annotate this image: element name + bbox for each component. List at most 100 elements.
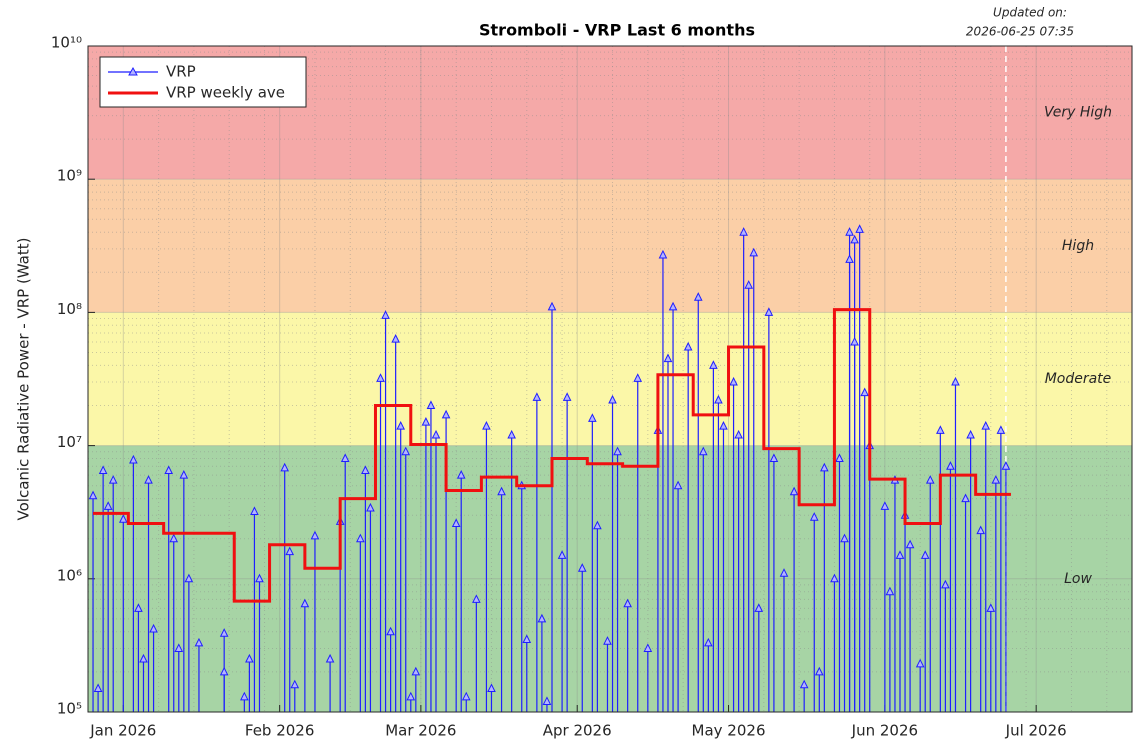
y-tick-label: 10⁵ [57, 700, 82, 718]
updated-time: 2026-06-25 07:35 [966, 25, 1074, 39]
vrp-marker [184, 573, 194, 583]
vrp-marker [895, 550, 905, 559]
vrp-marker [719, 421, 728, 430]
vrp-marker [961, 493, 970, 503]
vrp-marker [169, 533, 179, 543]
y-tick-label: 10⁸ [57, 300, 82, 318]
vrp-marker [557, 550, 567, 559]
vrp-marker [255, 573, 264, 583]
vrp-marker [366, 502, 375, 512]
vrp-marker [633, 373, 643, 382]
vrp-marker [280, 462, 290, 472]
vrp-marker [194, 637, 204, 647]
vrp-marker [789, 486, 799, 496]
y-tick-label: 10¹⁰ [51, 34, 82, 52]
legend: VRP VRP weekly ave [99, 56, 307, 108]
vrp-marker [673, 480, 683, 490]
vrp-marker [285, 546, 295, 556]
vrp-marker [118, 514, 128, 523]
vrp-marker [915, 658, 925, 668]
vrp-marker [396, 421, 406, 430]
vrp-marker [164, 465, 174, 475]
vrp-marker [966, 429, 975, 439]
band-label: Low [1064, 571, 1092, 587]
vrp-marker [250, 506, 259, 516]
x-tick-label: Jun 2026 [851, 722, 918, 740]
vrp-marker [698, 446, 708, 456]
vrp-marker [845, 227, 854, 236]
vrp-marker [381, 310, 390, 319]
vrp-marker [779, 568, 789, 577]
vrp-marker [391, 334, 400, 343]
vrp-marker [749, 247, 759, 257]
x-tick-label: Jul 2026 [1005, 722, 1067, 740]
risk-band [88, 312, 1132, 446]
vrp-marker [134, 603, 143, 612]
vrp-marker [300, 598, 310, 608]
updated-label: Updated on: [993, 6, 1067, 20]
vrp-marker [240, 691, 249, 701]
vrp-marker [472, 594, 481, 603]
vrp-marker [799, 679, 809, 689]
legend-marker [128, 66, 138, 76]
vrp-marker [219, 628, 229, 637]
vrp-marker [936, 425, 945, 434]
vrp-marker [729, 376, 738, 386]
vrp-marker [245, 653, 254, 663]
band-label: Moderate [1045, 371, 1112, 387]
vrp-marker [129, 454, 138, 464]
vrp-marker [588, 413, 597, 422]
vrp-marker [704, 637, 713, 647]
vrp-marker [532, 392, 542, 401]
vrp-marker [325, 653, 335, 663]
vrp-marker [613, 446, 622, 456]
vrp-marker [411, 666, 421, 676]
plot-frame [87, 45, 1133, 713]
weekly-average-line [93, 308, 1011, 603]
vrp-marker [376, 373, 385, 382]
vrp-marker [361, 465, 370, 475]
vrp-marker [739, 227, 748, 236]
vrp-marker [623, 598, 632, 608]
vrp-marker [144, 475, 153, 484]
y-tick-label: 10⁶ [57, 566, 82, 584]
marks [88, 46, 1011, 712]
vrp-marker [406, 691, 416, 701]
vrp-marker [976, 525, 986, 535]
vrp-marker [577, 563, 587, 572]
vrp-marker [593, 520, 602, 530]
labels: Very High High Moderate Low 10⁵ 10⁶ 10⁷ 10⁸ 10⁹ 1… [51, 34, 1112, 740]
vrp-marker [663, 353, 673, 363]
vrp-marker [925, 475, 935, 484]
vrp-marker [497, 486, 506, 496]
vrp-marker [754, 603, 764, 612]
vrp-marker [996, 425, 1006, 434]
vrp-marker [769, 453, 779, 463]
chart-title: Stromboli - VRP Last 6 months [479, 21, 755, 40]
vrp-marker [905, 539, 915, 549]
vrp-marker [547, 301, 557, 311]
vrp-marker [714, 394, 723, 404]
vrp-marker [310, 530, 320, 540]
vrp-marker [98, 465, 108, 475]
vrp-marker [850, 234, 859, 244]
band-label: High [1062, 238, 1094, 254]
vrp-marker [668, 301, 678, 311]
vrp-marker [93, 683, 103, 693]
vrp-marker [840, 533, 849, 543]
vrp-marker [643, 643, 653, 652]
vrp-marker [603, 636, 612, 645]
vrp-marker [814, 666, 824, 676]
vrp-marker [487, 683, 496, 693]
vrp-marker [537, 613, 547, 623]
vrp-marker [562, 392, 572, 401]
vrp-marker [845, 254, 854, 263]
vrp-marker [340, 453, 350, 463]
vrp-marker [734, 429, 743, 439]
vrp-marker [658, 249, 668, 259]
vrp-marker [461, 691, 471, 701]
vrp-marker [855, 224, 864, 233]
vrp-marker [522, 634, 532, 644]
vrp-marker [860, 387, 870, 397]
